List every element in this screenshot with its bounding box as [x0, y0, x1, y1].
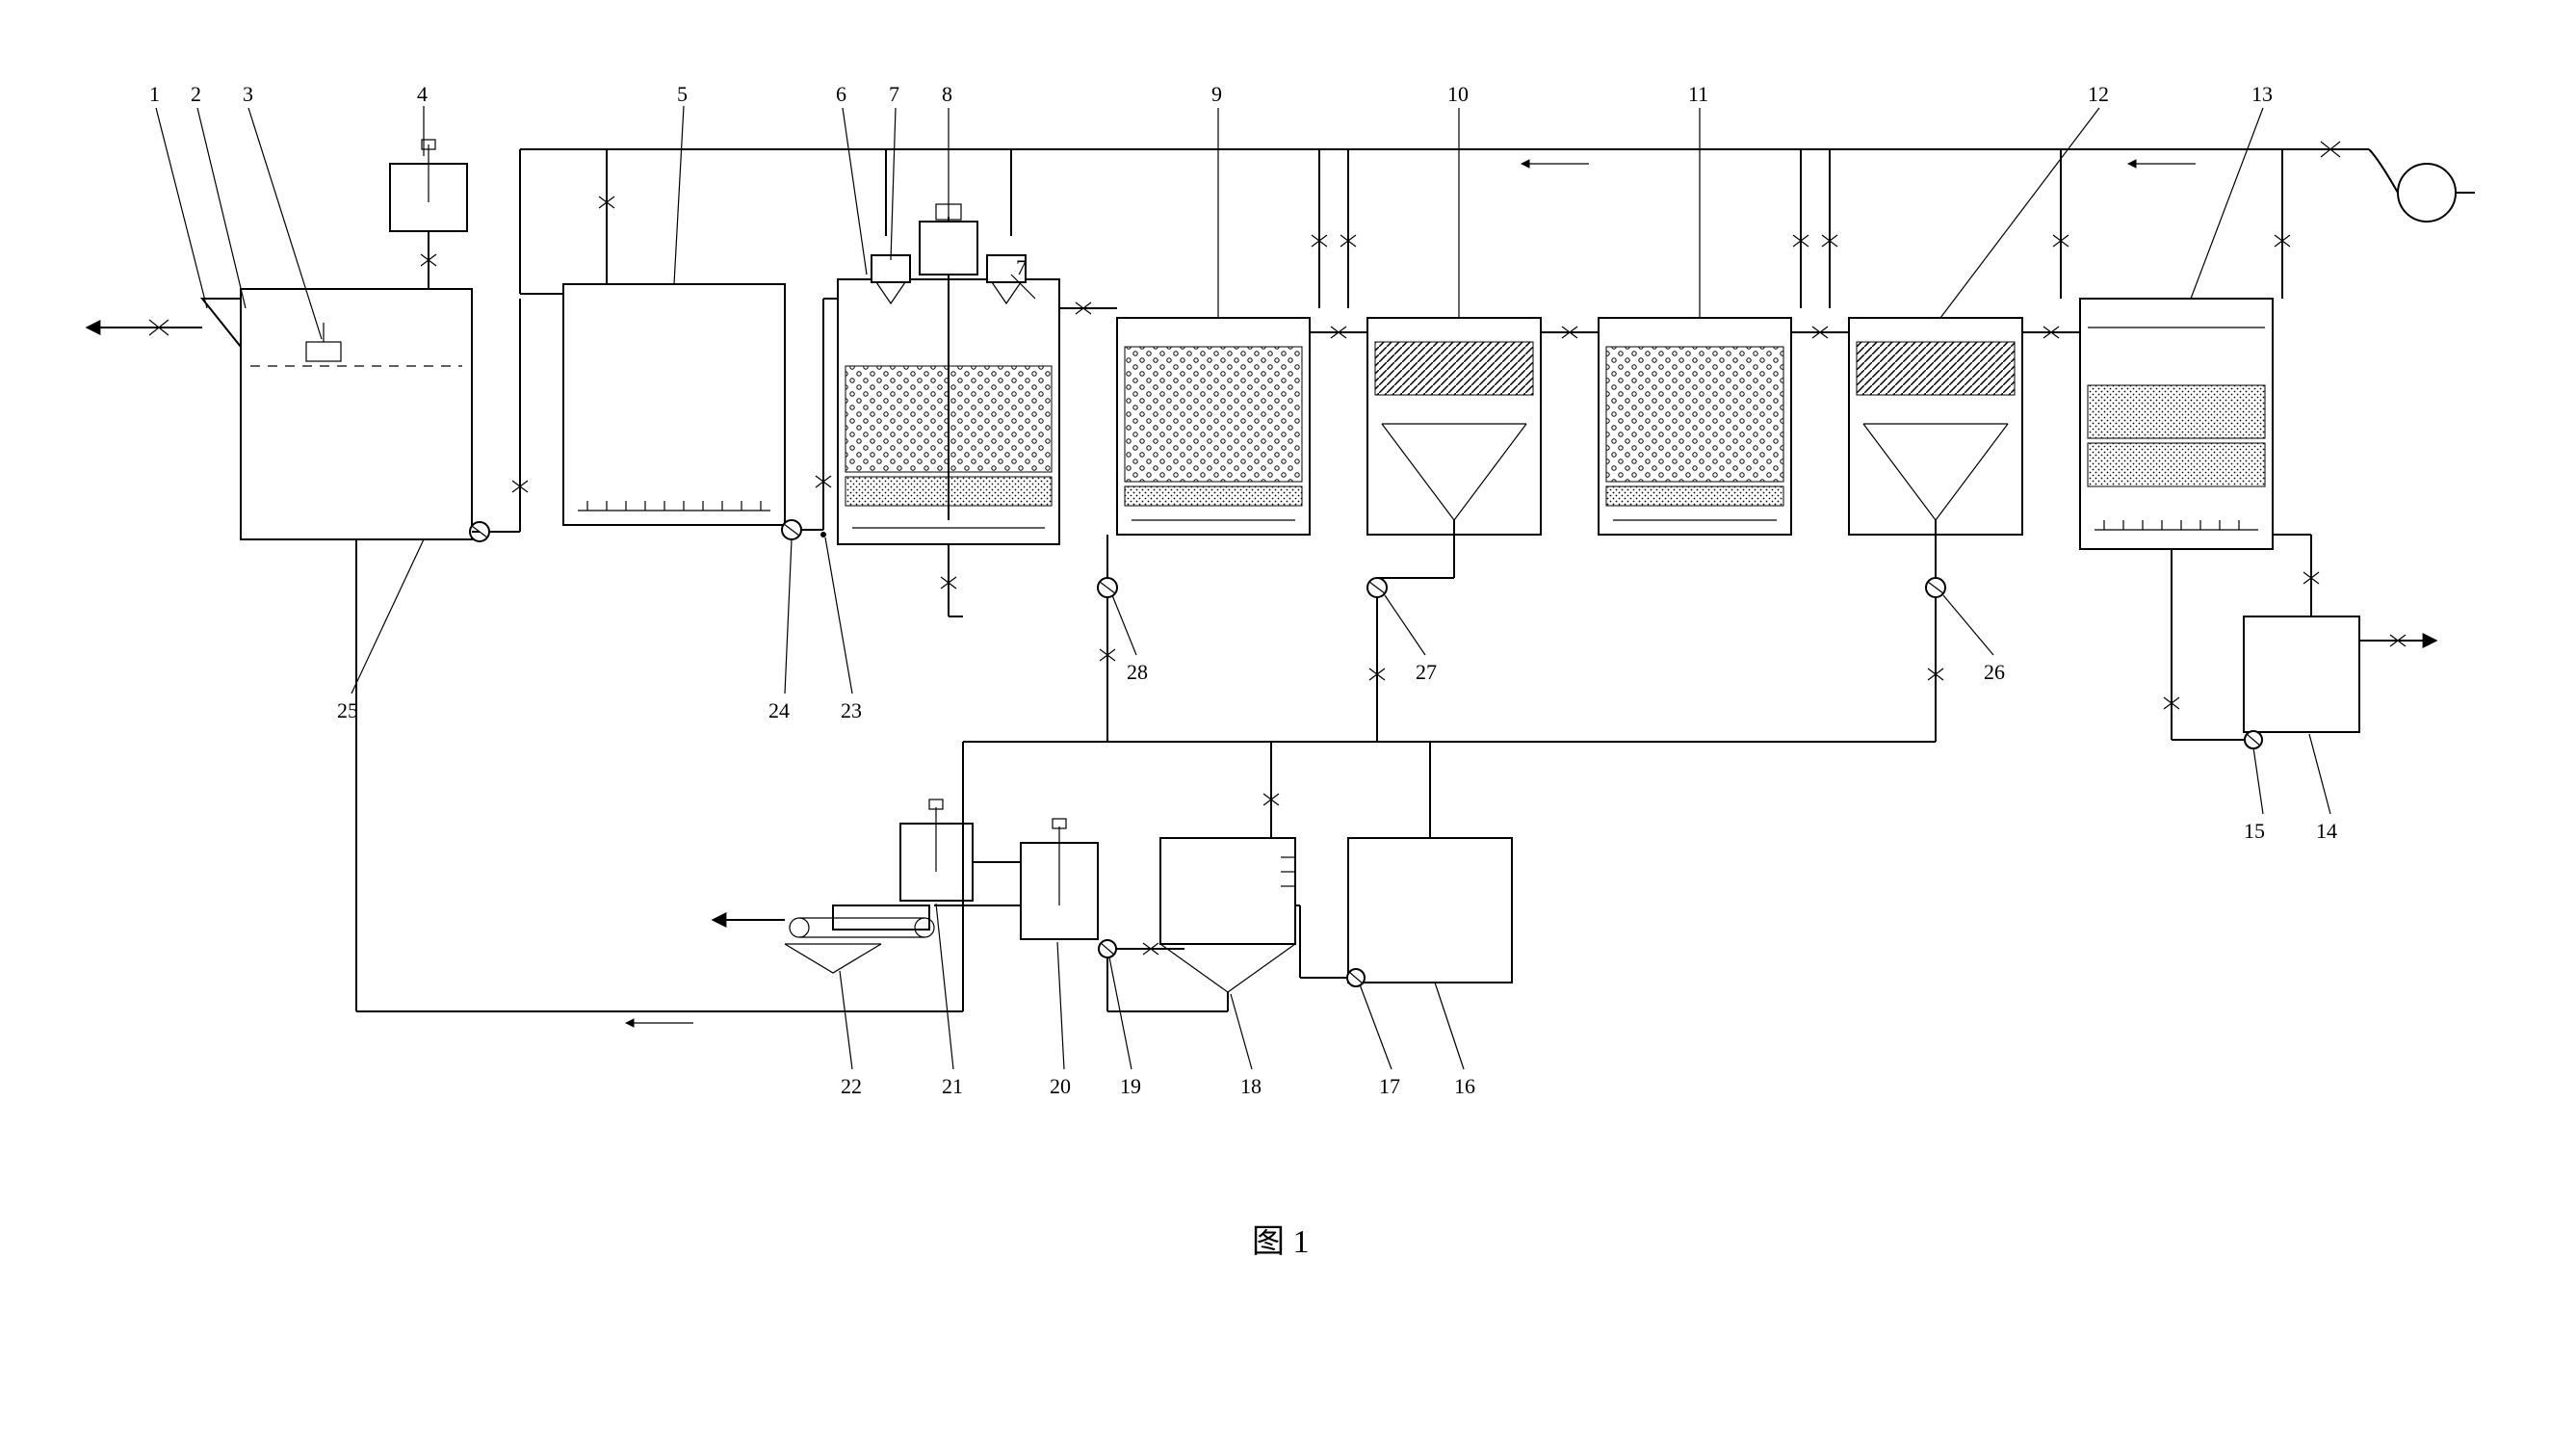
- label-5: 5: [677, 82, 688, 106]
- tank-14: [2164, 549, 2436, 748]
- press-22: [713, 905, 1021, 973]
- label-27: 27: [1416, 660, 1437, 684]
- label-22: 22: [841, 1074, 862, 1098]
- label-17: 17: [1379, 1074, 1400, 1098]
- label-7b: 7: [1016, 255, 1027, 279]
- label-7: 7: [889, 82, 899, 106]
- clarifier-10: [1367, 318, 1541, 535]
- tank-11: [1599, 318, 1791, 535]
- label-9: 9: [1211, 82, 1222, 106]
- label-11: 11: [1688, 82, 1708, 106]
- tank-6: [838, 204, 1117, 544]
- clarifier-12: [1849, 318, 2022, 535]
- label-3: 3: [243, 82, 253, 106]
- label-21: 21: [942, 1074, 963, 1098]
- label-28: 28: [1127, 660, 1148, 684]
- filter-13: [2080, 299, 2273, 549]
- label-10: 10: [1447, 82, 1469, 106]
- inlet-group: [87, 289, 472, 539]
- air-header: [520, 142, 2475, 308]
- label-4: 4: [417, 82, 428, 106]
- label-2: 2: [191, 82, 201, 106]
- label-18: 18: [1240, 1074, 1262, 1098]
- label-13: 13: [2251, 82, 2273, 106]
- label-15: 15: [2244, 819, 2265, 843]
- line-5-6: [801, 299, 838, 537]
- label-12: 12: [2088, 82, 2109, 106]
- line-13-14: [2273, 535, 2319, 616]
- label-24: 24: [768, 698, 790, 722]
- label-14: 14: [2316, 819, 2337, 843]
- doser-21: [900, 800, 1021, 901]
- thickener-18: [1107, 838, 1295, 1011]
- label-23: 23: [841, 698, 862, 722]
- pump-25-line: [470, 299, 528, 541]
- tank-16: [1295, 838, 1512, 986]
- label-26: 26: [1984, 660, 2005, 684]
- label-8: 8: [942, 82, 952, 106]
- sludge-lines: [963, 520, 1945, 838]
- recycle-line: [356, 539, 963, 1023]
- tank-9: [1117, 318, 1310, 535]
- label-20: 20: [1050, 1074, 1071, 1098]
- label-19: 19: [1120, 1074, 1141, 1098]
- figure-caption: 图 1: [1252, 1224, 1310, 1260]
- doser-4: [390, 140, 563, 294]
- tank-5: [563, 284, 801, 539]
- label-1: 1: [149, 82, 160, 106]
- label-6: 6: [836, 82, 846, 106]
- label-16: 16: [1454, 1074, 1475, 1098]
- labels: 1 2 3 4 5 6 7 7 8 9 10 11 12 13 14 15 16…: [149, 82, 2337, 1098]
- label-25: 25: [337, 698, 358, 722]
